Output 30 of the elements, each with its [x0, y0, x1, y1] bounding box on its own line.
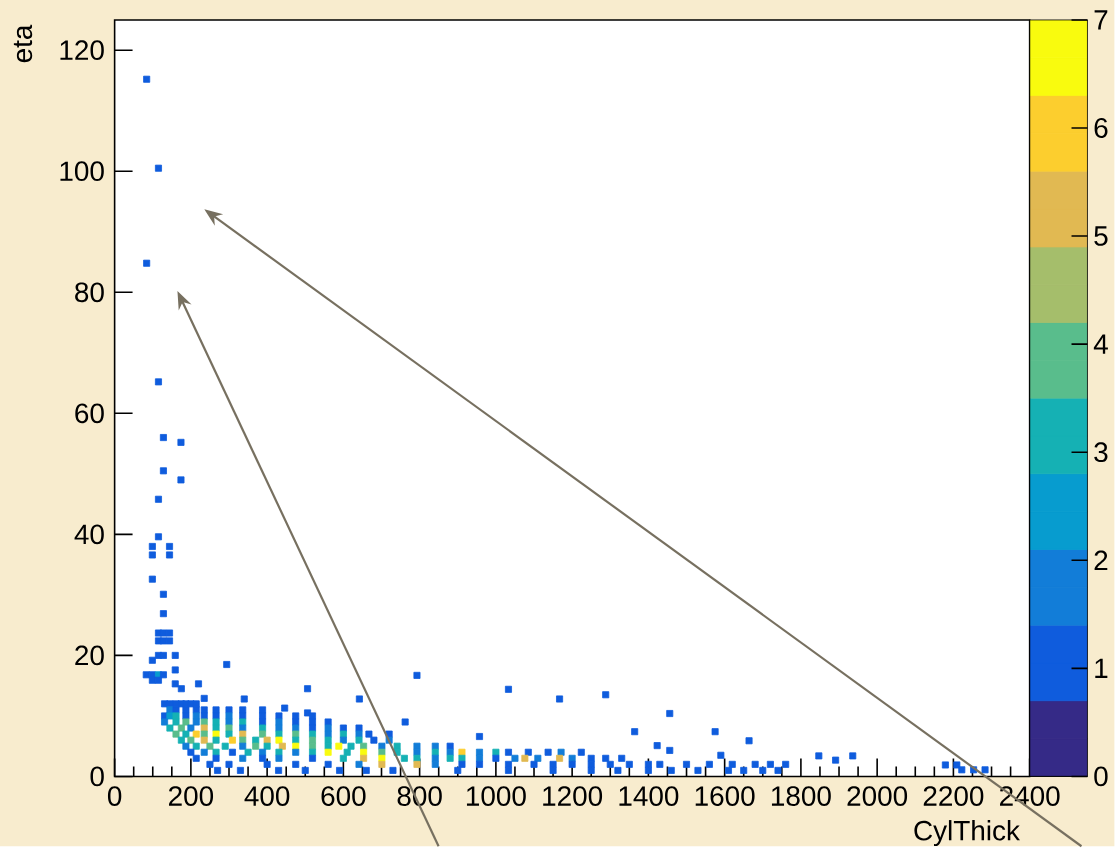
x-tick-label: 1800 [771, 785, 831, 806]
y-axis-title: eta [13, 24, 33, 63]
x-axis-title: CylThick [914, 819, 1020, 846]
x-tick-label: 400 [244, 785, 290, 806]
x-tick-label: 2000 [847, 785, 908, 806]
color-bar-label: 5 [1094, 226, 1108, 246]
y-tick-label: 120 [60, 40, 104, 60]
x-tick-label: 800 [397, 785, 442, 806]
color-bar-label: 4 [1093, 334, 1108, 354]
color-bar-label: 6 [1094, 117, 1108, 138]
x-tick-label: 1200 [543, 785, 603, 806]
y-tick-label: 40 [74, 524, 104, 545]
x-tick-label: 2400 [1000, 785, 1060, 806]
color-bar-label: 1 [1095, 658, 1108, 678]
x-tick-label: 2200 [923, 785, 984, 806]
x-tick-label: 200 [169, 785, 214, 806]
y-tick-label: 20 [75, 645, 104, 666]
x-tick-label: 1400 [619, 785, 679, 806]
color-bar-label: 0 [1094, 766, 1108, 787]
x-tick-label: 1600 [695, 785, 755, 806]
color-bar-label: 3 [1094, 442, 1108, 462]
color-bar-label: 2 [1094, 550, 1108, 570]
y-tick-label: 0 [90, 766, 104, 787]
y-tick-label: 60 [75, 403, 104, 424]
y-tick-label: 100 [60, 161, 104, 181]
x-tick-label: 1000 [466, 785, 526, 806]
y-tick-label: 80 [75, 282, 104, 302]
x-tick-label: 600 [321, 785, 366, 806]
color-bar-label: 7 [1094, 10, 1108, 30]
x-tick-label: 0 [107, 785, 122, 806]
